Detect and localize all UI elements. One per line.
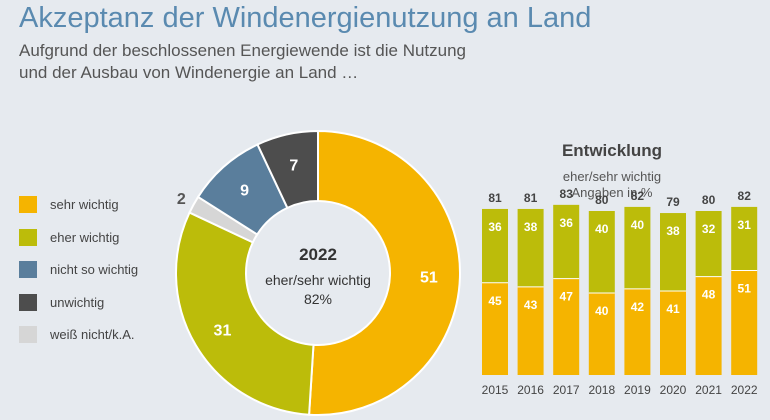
bar-category-label: 2015 (482, 383, 509, 397)
donut-center-year: 2022 (299, 245, 337, 264)
legend-swatch (19, 261, 37, 278)
bar-eher-wichtig (553, 204, 580, 279)
development-sub-line-1: eher/sehr wichtig (562, 169, 662, 184)
page-title: Akzeptanz der Windenergienutzung an Land (19, 2, 592, 34)
legend-swatch (19, 293, 37, 311)
bar-value-label: 41 (666, 302, 680, 316)
bar-total-label: 83 (560, 187, 574, 201)
legend-item-eher-wichtig: eher wichtig (19, 228, 138, 246)
bar-sehr-wichtig (624, 288, 651, 375)
bar-total-label: 80 (595, 193, 609, 207)
development-sub-line-2: Angaben in % (571, 185, 653, 200)
bar-value-label: 45 (488, 294, 502, 308)
legend-item-sehr-wichtig: sehr wichtig (19, 196, 138, 213)
bar-category-label: 2021 (695, 383, 722, 397)
bar-sehr-wichtig (660, 290, 686, 375)
legend-item-nicht-so-wichtig: nicht so wichtig (19, 261, 138, 278)
bar-sehr-wichtig (482, 282, 508, 375)
bar-eher-wichtig (624, 206, 651, 289)
bar-total-label: 81 (524, 191, 538, 205)
bar-value-label: 36 (488, 220, 502, 234)
legend-label: eher wichtig (50, 229, 120, 245)
bar-eher-wichtig (482, 208, 508, 283)
bar-eher-wichtig (695, 211, 722, 277)
bar-sehr-wichtig (731, 270, 758, 375)
legend-item-weiss-nicht: weiß nicht/k.A. (19, 326, 138, 343)
bar-value-label: 38 (666, 224, 680, 238)
legend-label: unwichtig (50, 294, 105, 310)
donut-slice-label: 2 (177, 191, 186, 208)
development-subtitle: eher/sehr wichtig Angaben in % (532, 169, 692, 201)
bar-value-label: 31 (738, 218, 752, 232)
legend-label: nicht so wichtig (50, 262, 139, 277)
donut-chart: 51 31 2 9 7 2022 eher/sehr wichtig 82% (175, 129, 461, 416)
bar-sehr-wichtig (588, 293, 615, 375)
bar-category-label: 2018 (588, 383, 615, 397)
legend-swatch (19, 228, 37, 246)
subtitle-line-2: und der Ausbau von Windenergie an Land … (19, 63, 359, 82)
bar-sehr-wichtig (553, 278, 580, 375)
bar-value-label: 42 (631, 300, 645, 314)
legend-label: sehr wichtig (50, 197, 119, 212)
donut-slice-label: 51 (420, 269, 438, 286)
bar-value-label: 51 (738, 281, 752, 295)
bar-category-label: 2020 (660, 383, 687, 397)
bar-chart: 45 36 81 2015 43 38 81 2016 47 36 83 2017 40 40 80 2018… (482, 187, 758, 397)
donut-center-value: 82% (304, 291, 332, 307)
legend-swatch (19, 326, 37, 343)
donut-slice-0 (308, 129, 461, 416)
bar-category-label: 2019 (624, 383, 651, 397)
bar-value-label: 40 (595, 304, 609, 318)
donut-slice-label: 31 (214, 323, 232, 340)
bar-category-label: 2022 (731, 383, 758, 397)
bar-total-label: 82 (738, 189, 752, 203)
bar-total-label: 80 (702, 193, 716, 207)
bar-value-label: 38 (524, 220, 538, 234)
development-title: Entwicklung (561, 141, 663, 160)
donut-center-label: eher/sehr wichtig (265, 272, 371, 288)
bar-value-label: 47 (560, 290, 574, 304)
legend-item-unwichtig: unwichtig (19, 293, 138, 311)
legend-label: weiß nicht/k.A. (50, 327, 135, 342)
bar-value-label: 48 (702, 288, 716, 302)
subtitle-line-1: Aufgrund der beschlossenen Energiewende … (19, 41, 467, 60)
donut-slice-4 (256, 129, 319, 210)
bar-value-label: 32 (702, 222, 716, 236)
donut-slice-label: 9 (240, 183, 249, 200)
bar-sehr-wichtig (695, 276, 722, 375)
bar-value-label: 40 (595, 222, 609, 236)
bar-eher-wichtig (731, 206, 758, 271)
legend: sehr wichtig eher wichtig nicht so wicht… (19, 196, 138, 359)
bar-total-label: 81 (488, 191, 502, 205)
bar-eher-wichtig (517, 208, 544, 287)
donut-slice-label: 7 (289, 158, 298, 175)
page-subtitle: Aufgrund der beschlossenen Energiewende … (19, 40, 466, 84)
bar-total-label: 79 (666, 195, 680, 209)
bar-value-label: 40 (631, 218, 645, 232)
bar-eher-wichtig (660, 213, 686, 291)
donut-slice-1 (175, 211, 315, 416)
bar-sehr-wichtig (517, 286, 544, 375)
bar-category-label: 2017 (553, 383, 580, 397)
legend-swatch (19, 196, 37, 213)
bar-value-label: 36 (560, 216, 574, 230)
bar-eher-wichtig (588, 211, 615, 293)
bar-category-label: 2016 (517, 383, 544, 397)
bar-total-label: 82 (631, 189, 645, 203)
bar-value-label: 43 (524, 298, 538, 312)
